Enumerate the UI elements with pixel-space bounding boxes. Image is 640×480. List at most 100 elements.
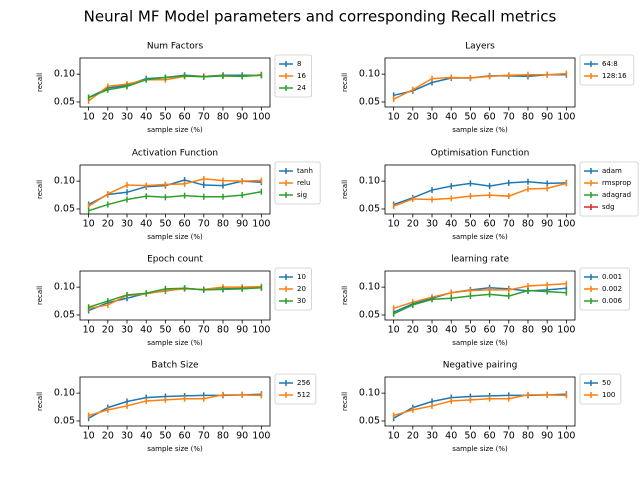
subplot-title: Activation Function	[132, 149, 218, 159]
x-tick-label: 60	[179, 431, 191, 442]
x-tick-label: 50	[159, 112, 171, 123]
legend-label: 64:8	[602, 60, 618, 68]
x-tick-label: 10	[83, 219, 95, 230]
y-axis-label: recall	[36, 73, 44, 92]
y-tick-label: 0.05	[54, 96, 75, 107]
axes-frame	[384, 270, 576, 321]
x-tick-label: 70	[198, 431, 210, 442]
x-tick-label: 100	[252, 325, 270, 336]
x-tick-label: 90	[236, 431, 248, 442]
x-tick-label: 20	[407, 325, 419, 336]
legend-label: 100	[602, 391, 615, 399]
x-tick-label: 80	[522, 325, 534, 336]
series-line	[393, 72, 567, 100]
axes-frame	[79, 270, 271, 321]
x-tick-label: 30	[121, 325, 133, 336]
x-tick-label: 10	[388, 431, 400, 442]
legend-label: 50	[602, 379, 611, 387]
legend-label: tanh	[297, 167, 313, 175]
x-tick-label: 80	[217, 325, 229, 336]
x-tick-label: 80	[217, 219, 229, 230]
x-tick-label: 100	[252, 219, 270, 230]
plot-area	[87, 391, 263, 422]
legend-box	[579, 267, 630, 311]
series-line	[88, 285, 262, 310]
y-tick-label: 0.10	[359, 69, 380, 80]
y-tick-label: 0.10	[359, 282, 380, 293]
subplot-title: Batch Size	[151, 361, 199, 371]
series-line	[88, 74, 262, 99]
series-line	[393, 182, 567, 207]
axes-frame	[79, 164, 271, 215]
x-tick-label: 60	[179, 112, 191, 123]
x-tick-label: 80	[522, 431, 534, 442]
x-tick-label: 40	[140, 112, 152, 123]
legend-label: 10	[297, 273, 306, 281]
y-tick-label: 0.10	[359, 176, 380, 187]
x-tick-label: 30	[426, 431, 438, 442]
axes-frame	[79, 376, 271, 427]
figure-title: Neural MF Model parameters and correspon…	[84, 8, 557, 26]
x-axis-label: sample size (%)	[452, 445, 508, 453]
subplot-title: Layers	[465, 42, 495, 52]
legend-box	[274, 54, 312, 98]
x-tick-label: 70	[503, 325, 515, 336]
legend-label: 0.001	[602, 273, 622, 281]
series-line	[88, 178, 262, 207]
plot-area	[87, 71, 263, 104]
axes-frame	[79, 57, 271, 108]
x-tick-label: 40	[140, 431, 152, 442]
legend-label: 16	[297, 72, 306, 80]
x-tick-label: 60	[484, 112, 496, 123]
x-tick-label: 80	[522, 112, 534, 123]
x-axis-label: sample size (%)	[147, 233, 203, 241]
y-tick-label: 0.10	[54, 176, 75, 187]
plot-area	[87, 283, 263, 314]
plot-area	[392, 280, 568, 317]
x-tick-label: 30	[121, 431, 133, 442]
y-tick-label: 0.05	[54, 415, 75, 426]
y-axis-label: recall	[36, 392, 44, 411]
x-tick-label: 10	[83, 431, 95, 442]
subplot-title: Negative pairing	[443, 361, 518, 371]
x-tick-label: 30	[121, 219, 133, 230]
x-tick-label: 30	[426, 112, 438, 123]
plot-area	[392, 178, 568, 210]
x-tick-label: 90	[541, 112, 553, 123]
legend-label: 128:16	[602, 72, 627, 80]
x-tick-label: 90	[236, 219, 248, 230]
legend-label: 256	[297, 379, 311, 387]
y-tick-label: 0.05	[54, 309, 75, 320]
x-tick-label: 70	[503, 112, 515, 123]
series-line	[88, 179, 262, 206]
subplot-title: Optimisation Function	[431, 149, 530, 159]
x-tick-label: 50	[464, 112, 476, 123]
legend-label: adagrad	[602, 191, 631, 199]
x-tick-label: 20	[407, 431, 419, 442]
x-tick-label: 60	[484, 325, 496, 336]
x-tick-label: 60	[484, 431, 496, 442]
x-tick-label: 90	[541, 325, 553, 336]
x-tick-label: 50	[464, 219, 476, 230]
x-tick-label: 70	[503, 219, 515, 230]
x-tick-label: 50	[159, 325, 171, 336]
x-tick-label: 20	[407, 219, 419, 230]
x-tick-label: 50	[159, 219, 171, 230]
legend-label: 0.002	[602, 285, 622, 293]
subplot-title: learning rate	[451, 255, 509, 265]
y-axis-label: recall	[341, 286, 349, 305]
y-axis-label: recall	[341, 392, 349, 411]
x-axis-label: sample size (%)	[452, 339, 508, 347]
x-tick-label: 80	[217, 112, 229, 123]
legend-label: 512	[297, 391, 310, 399]
x-axis-label: sample size (%)	[452, 126, 508, 134]
x-tick-label: 10	[83, 112, 95, 123]
y-axis-label: recall	[36, 286, 44, 305]
y-tick-label: 0.05	[54, 203, 75, 214]
x-tick-label: 20	[407, 112, 419, 123]
x-tick-label: 100	[252, 431, 270, 442]
x-axis-label: sample size (%)	[452, 233, 508, 241]
x-tick-label: 30	[426, 325, 438, 336]
